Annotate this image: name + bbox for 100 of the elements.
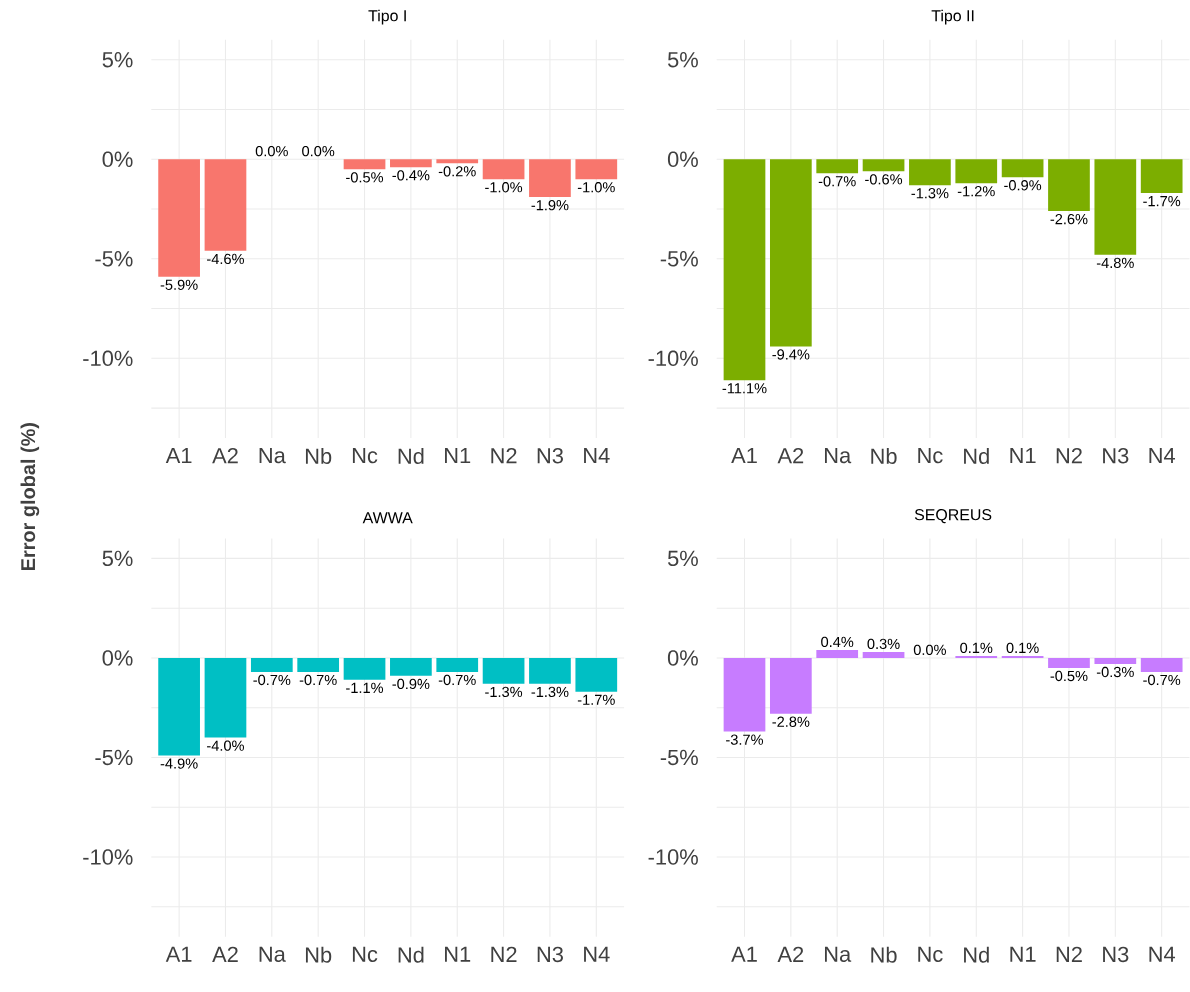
data-label: -3.7% — [726, 734, 764, 745]
x-tick-label: Nb — [871, 447, 897, 464]
chart-title: AWWA — [362, 512, 413, 523]
x-tick-label: N3 — [537, 447, 563, 464]
x-tick-label: N4 — [584, 447, 610, 463]
data-label: 0.1% — [960, 642, 993, 653]
data-label: -0.5% — [346, 171, 384, 183]
data-label: -0.2% — [438, 165, 476, 177]
y-tick-label: 0% — [102, 151, 133, 167]
data-label: -1.7% — [1143, 195, 1181, 207]
data-label: -2.8% — [772, 716, 810, 727]
x-tick-label: Na — [259, 447, 286, 464]
data-label: -0.9% — [1004, 179, 1042, 191]
data-label: -0.7% — [1143, 674, 1181, 685]
x-tick-label: A2 — [212, 447, 238, 464]
data-label: -4.6% — [207, 253, 244, 264]
x-tick-label: N3 — [537, 946, 563, 962]
x-tick-label: Nd — [964, 447, 989, 464]
x-tick-label: Nd — [398, 946, 424, 963]
chart-title: Tipo I — [368, 9, 406, 25]
y-tick-label: -10% — [83, 350, 133, 366]
x-tick-label: A2 — [212, 946, 238, 962]
y-tick-label: 0% — [667, 151, 698, 167]
data-label: -11.1% — [722, 382, 767, 394]
x-tick-label: Nc — [918, 946, 943, 962]
data-label: 0.3% — [867, 638, 900, 649]
x-tick-label: A1 — [731, 447, 757, 463]
data-label: -1.2% — [957, 185, 995, 197]
bar — [769, 657, 812, 714]
x-tick-label: Nb — [305, 946, 332, 963]
y-tick-label: -5% — [660, 250, 698, 267]
bar — [1048, 657, 1090, 668]
data-label: -9.4% — [772, 349, 810, 360]
data-label: -4.0% — [207, 740, 244, 751]
data-label: -4.8% — [1096, 257, 1134, 268]
x-tick-label: N1 — [445, 447, 471, 463]
data-label: 0.0% — [255, 145, 288, 157]
x-tick-label: N2 — [1056, 946, 1082, 962]
bar — [816, 649, 859, 658]
data-label: -0.6% — [865, 173, 903, 185]
chart-title: Tipo II — [931, 9, 974, 25]
x-tick-label: N3 — [1103, 946, 1129, 962]
data-label: -1.3% — [485, 686, 523, 697]
x-tick-label: A1 — [165, 946, 192, 962]
x-tick-label: N1 — [1010, 447, 1036, 463]
data-label: 0.4% — [821, 636, 854, 647]
data-label: -0.5% — [1050, 670, 1088, 681]
data-label: -1.1% — [346, 682, 384, 693]
x-tick-label: N2 — [491, 447, 517, 464]
data-label: 0.0% — [913, 644, 947, 655]
x-tick-label: Nb — [305, 447, 332, 464]
y-tick-label: 5% — [667, 550, 698, 566]
data-label: -4.9% — [160, 758, 198, 769]
y-tick-label: 0% — [667, 649, 698, 666]
y-tick-label: -5% — [660, 749, 698, 765]
x-tick-label: Nc — [352, 946, 378, 962]
x-tick-label: N2 — [1056, 447, 1082, 464]
x-tick-label: Na — [259, 946, 286, 962]
data-label: -2.6% — [1050, 213, 1088, 225]
y-axis-title: Error global (%) — [20, 422, 40, 570]
x-tick-label: Na — [824, 946, 852, 962]
y-tick-label: 0% — [102, 649, 133, 666]
data-label: -1.0% — [577, 181, 615, 193]
x-tick-label: Nd — [398, 447, 424, 464]
x-tick-label: A1 — [165, 447, 192, 463]
x-tick-label: A1 — [731, 946, 757, 962]
x-tick-label: Nc — [918, 447, 943, 464]
bar — [1094, 657, 1137, 664]
data-label: -1.7% — [577, 694, 615, 705]
data-label: 0.1% — [1006, 642, 1039, 653]
y-tick-label: 5% — [102, 550, 133, 566]
x-tick-label: N1 — [445, 946, 471, 962]
x-tick-label: N1 — [1010, 946, 1036, 962]
x-tick-label: N4 — [584, 946, 610, 962]
x-tick-label: Nb — [871, 946, 897, 963]
data-label: -0.9% — [392, 678, 430, 689]
x-tick-label: N4 — [1149, 447, 1176, 463]
data-label: -1.3% — [531, 686, 569, 697]
data-label: 0.0% — [302, 145, 335, 157]
y-tick-label: 5% — [102, 51, 133, 68]
y-tick-label: 5% — [667, 51, 698, 68]
data-label: -0.7% — [299, 674, 337, 685]
data-label: -5.9% — [160, 279, 198, 290]
data-label: -0.4% — [392, 169, 430, 181]
x-tick-label: N2 — [491, 946, 517, 962]
data-label: -0.7% — [438, 674, 476, 685]
x-tick-label: Nc — [352, 447, 378, 464]
data-label: -0.7% — [818, 175, 856, 187]
x-tick-label: N3 — [1103, 447, 1129, 464]
x-tick-label: Nd — [964, 946, 989, 963]
chart-title: SEQREUS — [914, 508, 992, 524]
y-tick-label: -10% — [648, 350, 698, 366]
y-tick-label: -5% — [95, 749, 133, 765]
data-label: -1.3% — [911, 187, 949, 199]
bar — [1140, 657, 1183, 672]
x-tick-label: N4 — [1149, 946, 1176, 962]
x-tick-label: A2 — [777, 447, 804, 464]
y-tick-label: -10% — [648, 849, 698, 865]
bar — [723, 657, 766, 732]
x-tick-label: A2 — [777, 946, 804, 962]
